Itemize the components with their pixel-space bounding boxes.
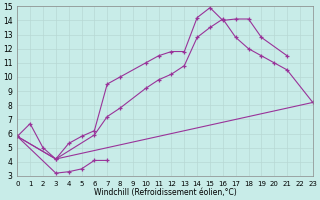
X-axis label: Windchill (Refroidissement éolien,°C): Windchill (Refroidissement éolien,°C) — [94, 188, 236, 197]
